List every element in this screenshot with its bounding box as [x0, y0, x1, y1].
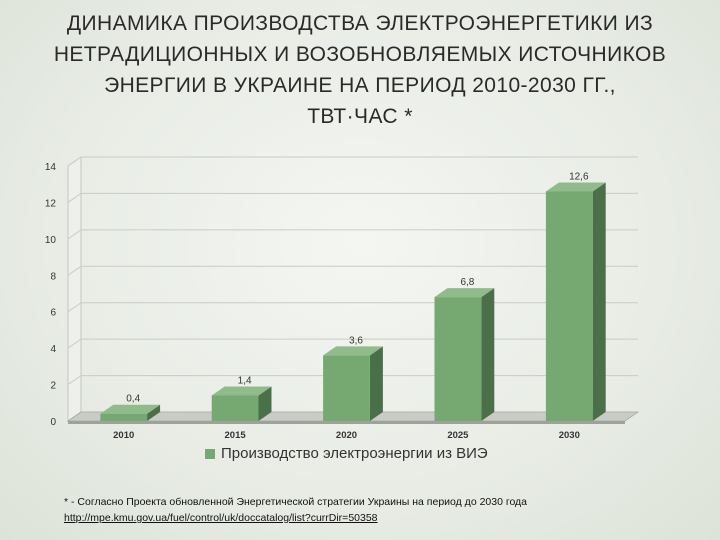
data-label: 0,4	[126, 394, 140, 405]
gridline	[67, 265, 638, 276]
x-tick-label: 2015	[225, 430, 247, 441]
bar	[100, 413, 148, 421]
data-label: 3,6	[349, 335, 363, 346]
bar-chart: 0 2 4 6 8 10 12 14 0,4 2010 1,4 2015 3,6 2020 6,8 2025 1…	[45, 156, 640, 462]
footnote: * - Согласно Проекта обновленной Энергет…	[64, 494, 704, 526]
data-label: 12,6	[569, 172, 589, 183]
y-tick-label: 14	[45, 162, 57, 173]
legend-swatch	[205, 449, 215, 459]
bar-top	[100, 404, 161, 414]
y-tick-label: 2	[50, 381, 56, 392]
title-line-2: НЕТРАДИЦИОННЫХ И ВОЗОБНОВЛЯЕМЫХ ИСТОЧНИК…	[53, 43, 667, 66]
y-tick-label: 10	[45, 235, 57, 246]
side-wall	[67, 156, 82, 422]
bar	[211, 395, 259, 421]
y-tick-label: 12	[45, 198, 57, 209]
bar-side	[481, 288, 495, 421]
x-tick-label: 2020	[336, 430, 357, 441]
y-tick-label: 0	[50, 417, 56, 428]
x-tick-label: 2030	[559, 430, 580, 441]
bar	[434, 297, 482, 421]
data-label: 1,4	[238, 376, 252, 387]
legend-label: Производство электроэнергии из ВИЭ	[221, 445, 488, 462]
title-line-3: ЭНЕРГИИ В УКРАИНЕ НА ПЕРИОД 2010-2030 ГГ…	[104, 74, 616, 97]
data-label: 6,8	[460, 277, 474, 288]
footnote-text: * - Согласно Проекта обновленной Энергет…	[64, 496, 528, 508]
bar-top	[323, 346, 383, 356]
bar-side	[369, 346, 383, 421]
x-tick-label: 2025	[447, 430, 469, 441]
bar-top	[211, 386, 272, 396]
gridline	[67, 156, 638, 167]
bar	[545, 191, 593, 421]
bar-top	[434, 288, 495, 298]
y-tick-label: 8	[50, 271, 56, 282]
bar-side	[147, 404, 161, 421]
bar-side	[592, 182, 606, 421]
y-tick-label: 6	[50, 308, 56, 319]
bar-side	[258, 386, 272, 421]
title-line-4: ТВТ·ЧАС *	[307, 105, 413, 128]
bar-top	[545, 182, 606, 192]
floor-edge	[68, 421, 625, 424]
slide-title: ДИНАМИКА ПРОИЗВОДСТВА ЭЛЕКТРОЭНЕРГЕТИКИ …	[20, 8, 700, 132]
gridline	[67, 192, 638, 203]
gridline	[67, 229, 638, 240]
source-link[interactable]: http://mpe.kmu.gov.ua/fuel/control/uk/do…	[64, 512, 378, 524]
title-line-1: ДИНАМИКА ПРОИЗВОДСТВА ЭЛЕКТРОЭНЕРГЕТИКИ …	[66, 12, 654, 35]
bar	[323, 355, 370, 421]
x-tick-label: 2010	[113, 430, 134, 441]
y-tick-label: 4	[50, 344, 56, 355]
